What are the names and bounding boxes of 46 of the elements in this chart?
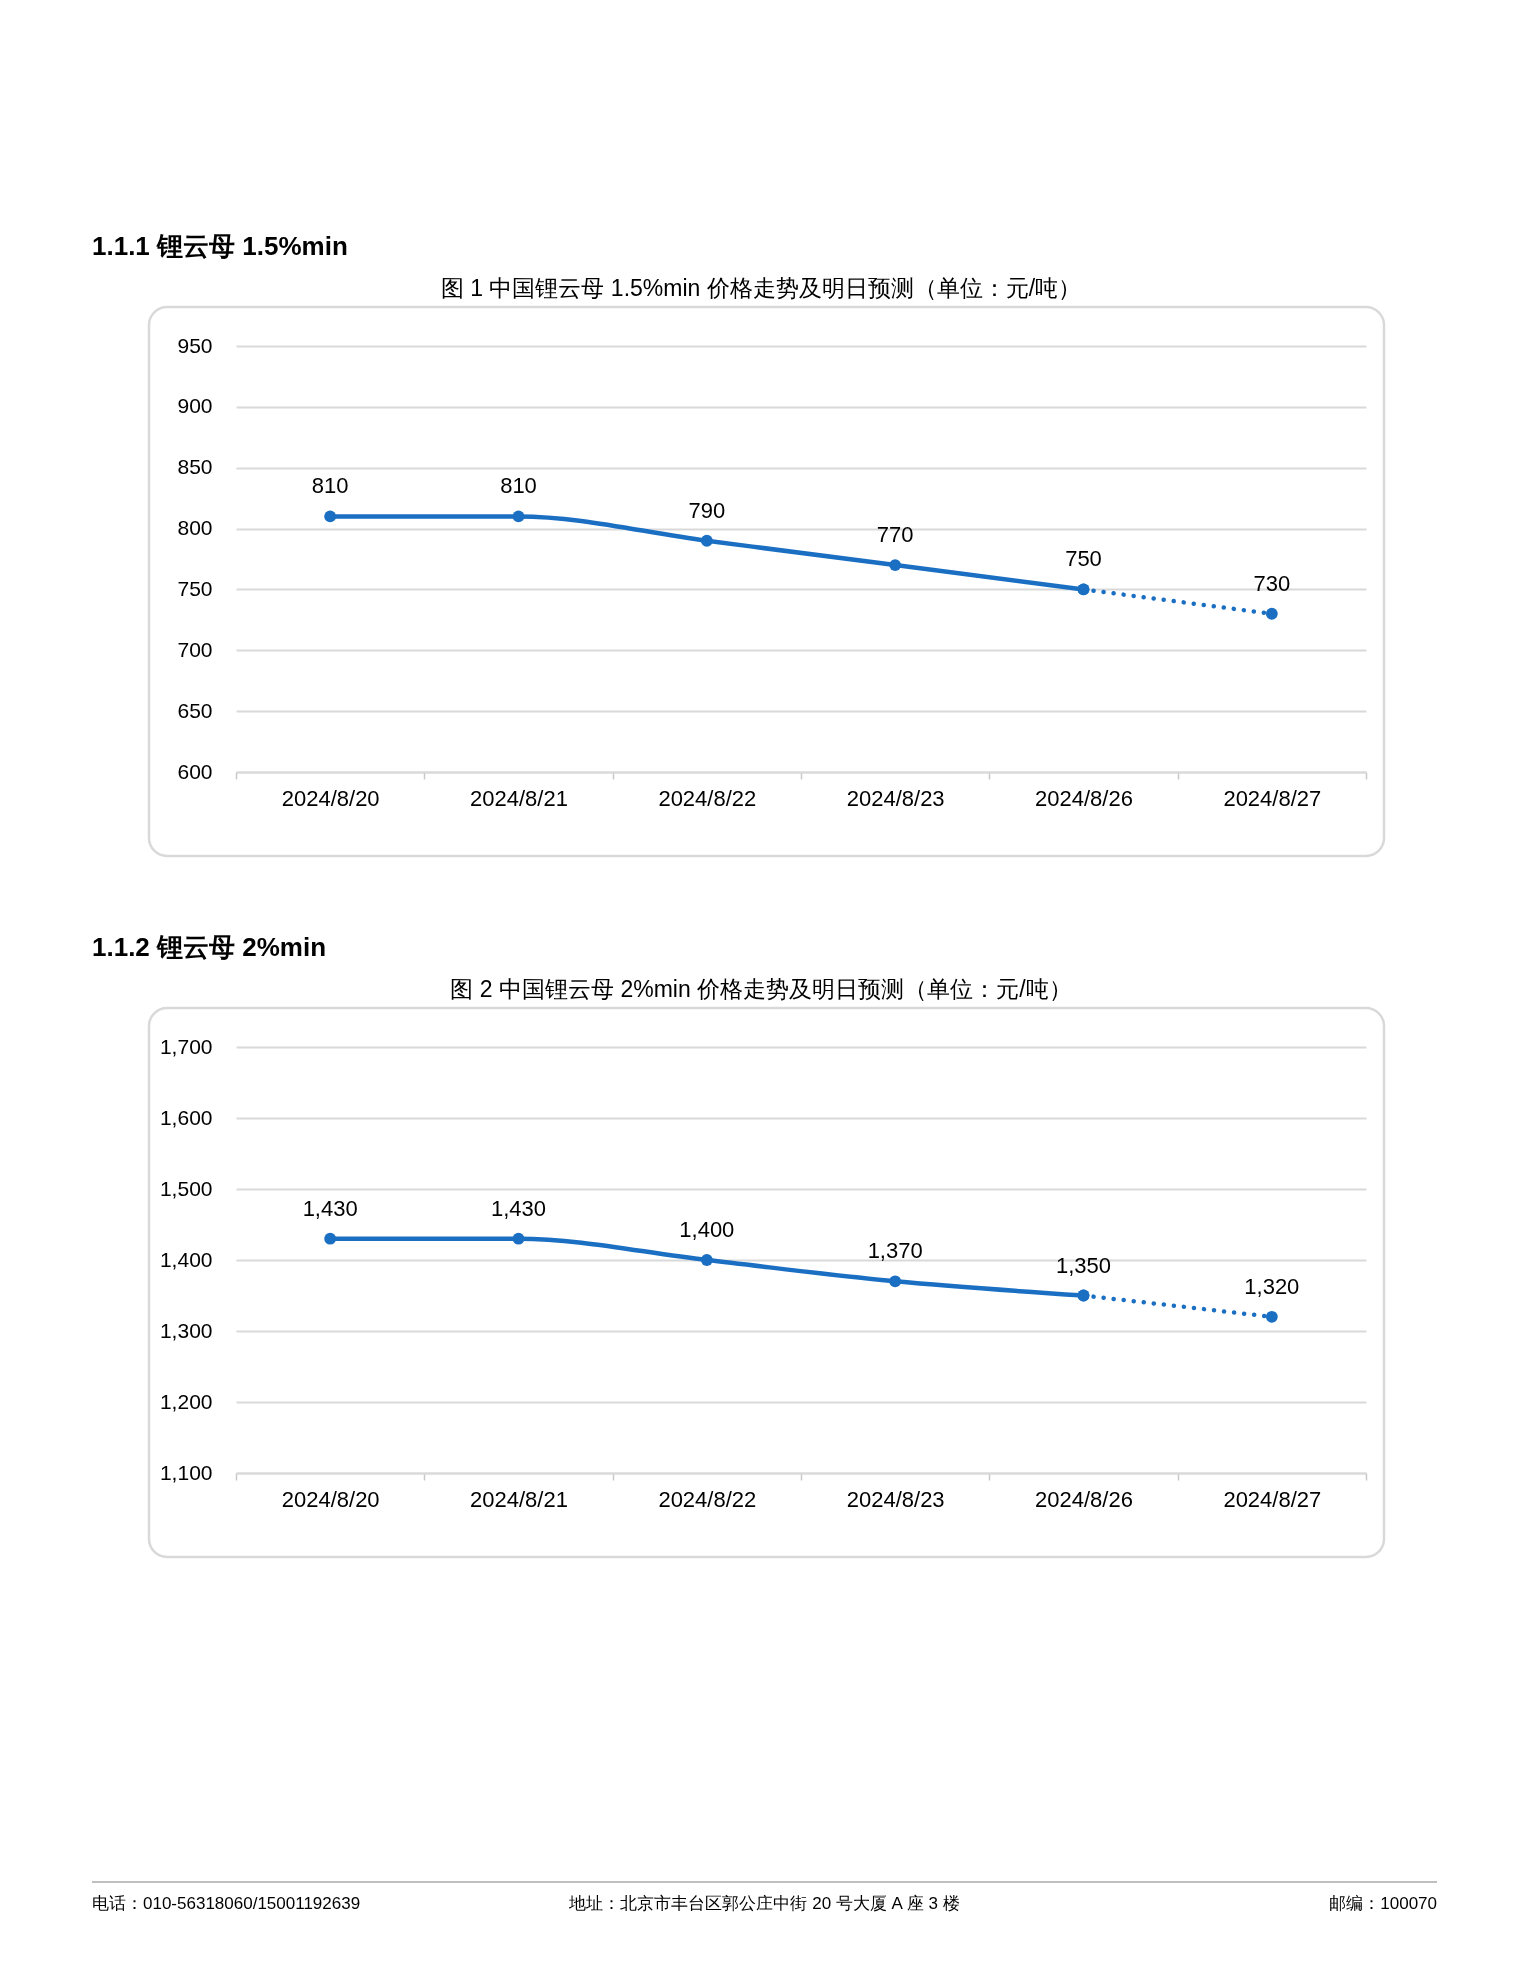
x-tick-label: 2024/8/20 <box>281 1486 380 1512</box>
x-tick-label: 2024/8/26 <box>1035 1486 1133 1512</box>
chart-title: 图 2 中国锂云母 2%min 价格走势及明日预测（单位：元/吨） <box>450 976 1072 1002</box>
y-tick-label: 600 <box>177 759 213 783</box>
data-label: 1,370 <box>867 1238 923 1264</box>
x-tick-label: 2024/8/26 <box>1035 785 1133 811</box>
y-tick-label: 950 <box>177 333 213 357</box>
data-label: 1,430 <box>490 1195 547 1221</box>
data-label: 1,400 <box>679 1217 735 1242</box>
x-tick-label: 2024/8/22 <box>658 785 757 811</box>
x-tick-label: 2024/8/27 <box>1223 1486 1322 1512</box>
y-tick-label: 1,500 <box>159 1176 213 1200</box>
text: 1.1.2 锂云母 2%min <box>92 932 327 962</box>
x-tick-label: 2024/8/21 <box>470 1486 568 1512</box>
x-tick-label: 2024/8/23 <box>846 1486 945 1512</box>
x-tick-label: 2024/8/20 <box>281 785 380 811</box>
y-tick-label: 650 <box>177 698 213 722</box>
x-tick-label: 2024/8/21 <box>470 785 568 811</box>
text: 地址：北京市丰台区郭公庄中街 20 号大厦 A 座 3 楼 <box>568 1894 960 1913</box>
data-label: 1,430 <box>302 1195 358 1221</box>
x-tick-label: 2024/8/27 <box>1223 785 1322 811</box>
text: 电话：010-56318060/15001192639 <box>92 1894 361 1913</box>
y-tick-label: 850 <box>177 455 213 479</box>
y-tick-label: 1,300 <box>159 1318 213 1342</box>
y-tick-label: 700 <box>177 637 213 661</box>
data-label: 770 <box>876 522 914 548</box>
chart-title: 图 1 中国锂云母 1.5%min 价格走势及明日预测（单位：元/吨） <box>440 275 1082 301</box>
y-tick-label: 1,200 <box>159 1389 213 1413</box>
text: 邮编：100070 <box>1329 1894 1437 1913</box>
data-label: 810 <box>311 473 349 499</box>
y-tick-label: 1,400 <box>159 1247 213 1271</box>
x-tick-label: 2024/8/23 <box>846 785 945 811</box>
y-tick-label: 1,100 <box>159 1460 213 1484</box>
data-label: 1,350 <box>1055 1252 1112 1278</box>
data-label: 810 <box>500 473 537 499</box>
data-label: 790 <box>688 497 726 523</box>
data-label: 730 <box>1253 570 1291 596</box>
y-tick-label: 800 <box>177 516 213 540</box>
y-tick-label: 1,600 <box>159 1105 213 1129</box>
x-tick-label: 2024/8/22 <box>658 1486 757 1512</box>
y-tick-label: 750 <box>177 576 213 600</box>
y-tick-label: 1,700 <box>159 1034 213 1058</box>
y-tick-label: 900 <box>177 394 213 418</box>
data-label: 1,320 <box>1244 1273 1300 1299</box>
data-label: 750 <box>1065 546 1102 572</box>
text: 1.1.1 锂云母 1.5%min <box>92 231 348 261</box>
